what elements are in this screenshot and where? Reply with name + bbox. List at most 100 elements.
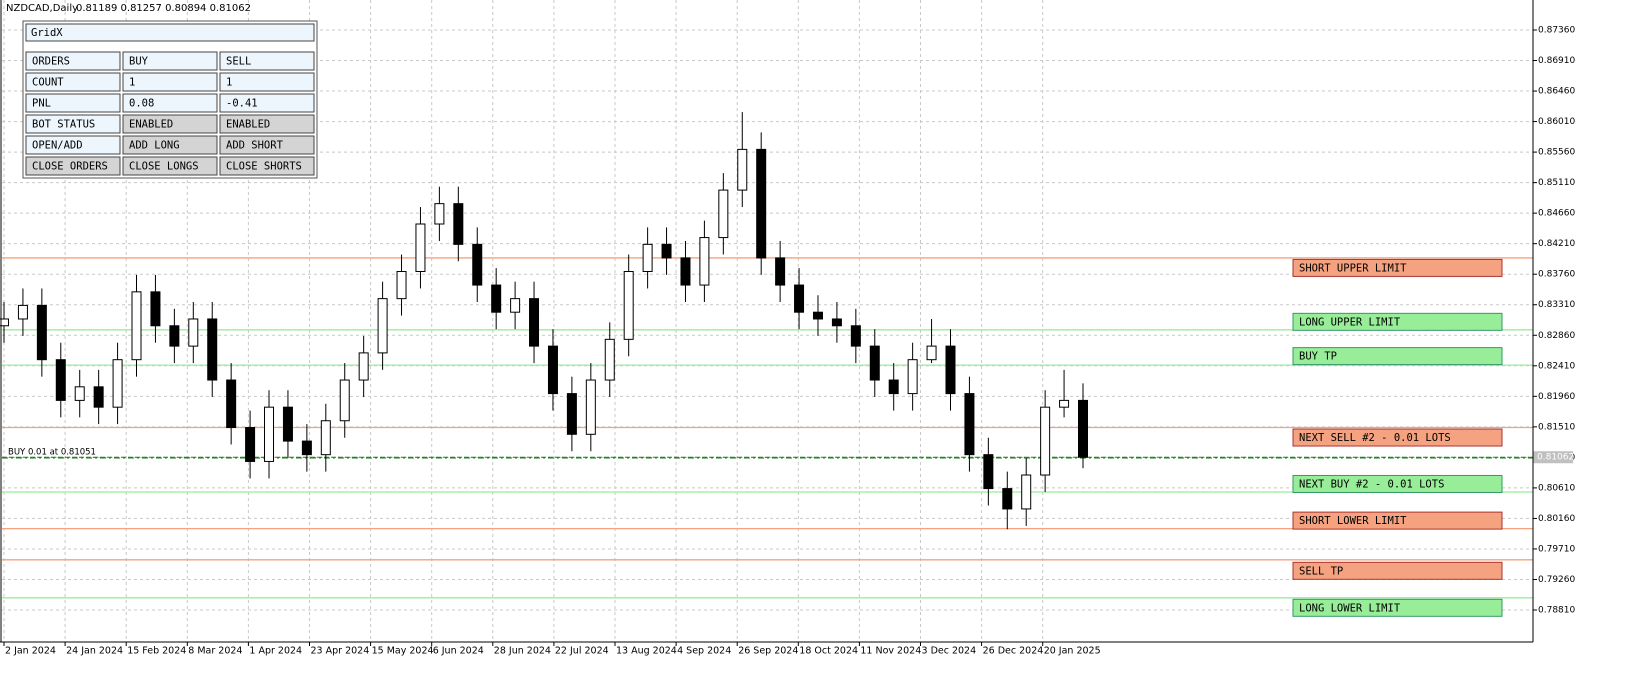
gridx-panel: GridX ORDERS BUY SELL COUNT 1 1 PNL 0.08 -0.41 BOT… [22, 20, 318, 179]
panel-cell [25, 93, 121, 113]
x-tick-label: 26 Dec 2024 [983, 646, 1044, 657]
x-tick-label: 24 Jan 2024 [66, 646, 123, 657]
level-label-box [1292, 511, 1503, 530]
y-tick-label: 0.83310 [1538, 300, 1575, 310]
panel-cell [219, 51, 315, 71]
y-tick-label: 0.80160 [1538, 514, 1575, 524]
candle-body [1040, 406, 1051, 476]
candle-body [623, 270, 634, 340]
x-tick-label: 1 Apr 2024 [249, 646, 302, 657]
candle-body [1021, 474, 1032, 510]
panel-title-box [25, 23, 315, 42]
panel-title: GridX [31, 27, 63, 39]
panel-button[interactable] [219, 135, 315, 155]
panel-cell [219, 72, 315, 92]
candle-body [566, 393, 577, 435]
x-tick-label: 23 Apr 2024 [311, 646, 370, 657]
levels: BUY 0.01 at 0.81051 0.81062 [2, 257, 1574, 599]
y-tick-label: 0.84210 [1538, 239, 1575, 249]
level-label-box [1292, 258, 1503, 277]
last-price-box [1533, 451, 1573, 464]
y-tick-label: 0.86910 [1538, 56, 1575, 66]
x-tick-label: 20 Jan 2025 [1044, 646, 1101, 657]
panel-button[interactable] [122, 135, 218, 155]
candle-body [964, 393, 975, 456]
level-label-box [1292, 428, 1503, 447]
panel-button-label[interactable]: CLOSE SHORTS [226, 161, 302, 173]
last-price: 0.81062 [1537, 453, 1574, 463]
panel-button-label[interactable]: ENABLED [129, 119, 173, 131]
x-tick-label: 22 Jul 2024 [555, 646, 609, 657]
candle-body [74, 386, 85, 401]
y-tick-label: 0.78810 [1538, 606, 1575, 616]
candle-body [491, 284, 502, 313]
level-label: NEXT BUY #2 - 0.01 LOTS [1299, 478, 1444, 490]
candle-body [529, 298, 540, 347]
panel-button-label[interactable]: CLOSE LONGS [129, 161, 199, 173]
panel-cell [25, 114, 121, 134]
candle-body [585, 379, 596, 435]
panel-cell-text: OPEN/ADD [32, 140, 83, 152]
panel-cell-text: -0.41 [226, 98, 258, 110]
y-tick-label: 0.81510 [1538, 422, 1575, 432]
candle-body [169, 325, 180, 347]
y-tick-label: 0.85110 [1538, 178, 1575, 188]
panel-cell-text: BUY [129, 56, 149, 68]
panel-button[interactable] [219, 114, 315, 134]
panel-button-label[interactable]: ADD LONG [129, 140, 180, 152]
x-tick-label: 13 Aug 2024 [616, 646, 677, 657]
candle-body [869, 345, 880, 381]
x-tick-label: 15 May 2024 [372, 646, 434, 657]
candle-body [36, 304, 47, 361]
y-tick-label: 0.82860 [1538, 331, 1575, 341]
candle-body [718, 189, 729, 239]
panel-cell-text: PNL [32, 98, 51, 110]
candles [0, 112, 1088, 530]
candle-body [339, 379, 350, 422]
candle-body [434, 203, 445, 225]
candle-body [131, 291, 142, 361]
candle-body [245, 427, 256, 462]
position-label: BUY 0.01 at 0.81051 [8, 447, 96, 457]
x-tick-label: 8 Mar 2024 [188, 646, 242, 657]
y-tick-label: 0.86010 [1538, 117, 1575, 127]
candle-body [775, 257, 786, 286]
x-tick-label: 6 Jun 2024 [433, 646, 484, 657]
x-tick-label: 28 Jun 2024 [494, 646, 551, 657]
panel-button[interactable] [122, 156, 218, 176]
y-tick-label: 0.87360 [1538, 25, 1575, 35]
x-tick-label: 2 Jan 2024 [5, 646, 56, 657]
panel-button[interactable] [25, 156, 121, 176]
candle-body [945, 345, 956, 395]
candle-body [472, 243, 483, 286]
panel-cell-text: ORDERS [32, 56, 70, 68]
level-label: NEXT SELL #2 - 0.01 LOTS [1299, 432, 1451, 444]
panel-cell [25, 135, 121, 155]
y-tick-label: 0.86460 [1538, 87, 1575, 97]
ohlc: 0.81189 0.81257 0.80894 0.81062 [76, 3, 251, 14]
candle-body [226, 379, 237, 429]
x-tick-label: 11 Nov 2024 [860, 646, 921, 657]
y-tick-label: 0.85560 [1538, 148, 1575, 158]
level-label-box [1292, 347, 1503, 366]
y-tick-label: 0.80610 [1538, 483, 1575, 493]
y-tick-label: 0.84660 [1538, 209, 1575, 219]
panel-button[interactable] [219, 156, 315, 176]
candle-body [150, 291, 161, 327]
panel-cell [122, 51, 218, 71]
level-label: SHORT LOWER LIMIT [1299, 515, 1407, 527]
y-tick-label: 0.79710 [1538, 544, 1575, 554]
panel-cell [25, 72, 121, 92]
level-label: LONG LOWER LIMIT [1299, 602, 1401, 614]
panel-button-label[interactable]: CLOSE ORDERS [32, 161, 108, 173]
candle-body [320, 420, 331, 456]
candle-body [396, 270, 407, 300]
level-label-box [1292, 312, 1503, 331]
panel-button-label[interactable]: ADD SHORT [226, 140, 284, 152]
x-tick-label: 3 Dec 2024 [922, 646, 977, 657]
candle-body [282, 406, 293, 442]
y-tick-label: 0.79260 [1538, 575, 1575, 585]
panel-button[interactable] [122, 114, 218, 134]
panel-button-label[interactable]: ENABLED [226, 119, 270, 131]
